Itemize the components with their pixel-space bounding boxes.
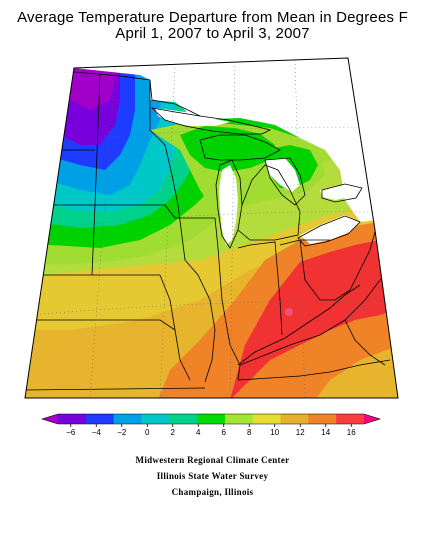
legend-swatch — [252, 414, 282, 424]
legend-outline — [40, 413, 382, 425]
legend-swatch — [141, 414, 170, 424]
legend-swatch — [169, 414, 198, 424]
graticule — [27, 59, 386, 398]
legend-tick-label: 10 — [270, 428, 280, 437]
legend-swatch — [113, 414, 142, 424]
legend-swatch-highest — [364, 414, 380, 424]
legend-tick-label: −2 — [117, 428, 127, 437]
legend-swatch — [58, 414, 87, 424]
legend-swatch — [224, 414, 254, 424]
legend-swatch — [308, 414, 337, 424]
legend-swatch — [336, 414, 365, 424]
legend-tick-label: 6 — [221, 428, 226, 437]
legend-tick-label: 14 — [321, 428, 331, 437]
legend-tick-label: −6 — [66, 428, 76, 437]
legend-tick-label: −4 — [91, 428, 101, 437]
legend-tick-label: 16 — [346, 428, 356, 437]
map-title: Average Temperature Departure from Mean … — [17, 9, 408, 26]
map-date-range: April 1, 2007 to April 3, 2007 — [115, 25, 310, 42]
legend-swatch-lowest — [42, 414, 58, 424]
color-legend — [40, 413, 382, 427]
map-frame — [24, 57, 399, 399]
credit-organization: Midwestern Regional Climate Center — [135, 455, 290, 465]
legend-tick-label: 4 — [196, 428, 201, 437]
credit-survey: Illinois State Water Survey — [156, 471, 269, 481]
legend-tick-label: 0 — [145, 428, 150, 437]
legend-swatch — [280, 414, 309, 424]
legend-tick-label: 8 — [247, 428, 252, 437]
legend-tick-label: 12 — [295, 428, 305, 437]
legend-tick-label: 2 — [170, 428, 175, 437]
legend-swatch — [85, 414, 115, 424]
credit-location: Champaign, Illinois — [171, 487, 254, 497]
legend-swatch — [197, 414, 226, 424]
